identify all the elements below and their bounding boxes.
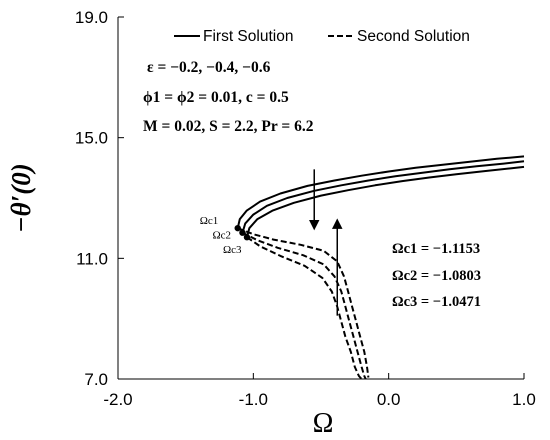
x-tick-label: -2.0 [103,390,132,409]
critical-points: Ωc1 Ωc2 Ωc3 [200,215,251,256]
y-axis-title: −θ′(0) [6,163,36,232]
legend: First Solution Second Solution [174,28,470,45]
second-solution-line [237,227,370,378]
second-solution-line [242,231,367,380]
y-tick-label: 19.0 [75,8,108,27]
critical-value-1: Ωc1 = −1.1153 [392,241,480,257]
series [236,155,525,380]
x-tick-label: 1.0 [512,390,536,409]
legend-label-first-solution: First Solution [203,28,293,45]
x-tick-label: -1.0 [239,390,268,409]
first-solution-line [246,165,525,238]
critical-point-label: Ωc1 [200,215,219,227]
critical-point-label: Ωc3 [223,244,242,256]
y-tick-label: 15.0 [75,129,108,148]
x-axis-title: Ω [313,408,334,439]
critical-point-marker [243,234,251,241]
legend-label-second-solution: Second Solution [357,28,470,45]
annotation-epsilon: ε = −0.2, −0.4, −0.6 [147,59,271,76]
critical-point-marker [234,224,241,232]
arrows [308,169,343,316]
critical-point-label: Ωc2 [212,230,231,242]
y-tick-label: 11.0 [76,249,108,268]
x-tick-label: 0.0 [377,390,401,409]
second-solution-line [246,236,363,380]
first-solution-line [241,160,525,233]
critical-value-2: Ωc2 = −1.0803 [392,268,481,284]
annotation-params: M = 0.02, S = 2.2, Pr = 6.2 [143,118,314,135]
critical-value-3: Ωc3 = −1.0471 [392,294,481,310]
y-tick-label: 7.0 [84,370,108,389]
annotation-phi: ϕ1 = ϕ2 = 0.01, c = 0.5 [143,89,289,106]
critical-point-marker [239,229,246,236]
ticks: -2.0 -1.0 0.0 1.0 7.0 11.0 15.0 19.0 [75,8,536,409]
first-solution-line [236,155,525,229]
